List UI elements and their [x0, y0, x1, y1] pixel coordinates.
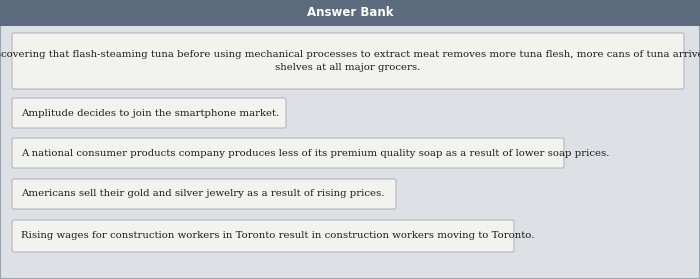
Text: After discovering that flash-steaming tuna before using mechanical processes to : After discovering that flash-steaming tu…: [0, 50, 700, 72]
Text: Answer Bank: Answer Bank: [307, 6, 393, 20]
Text: Amplitude decides to join the smartphone market.: Amplitude decides to join the smartphone…: [21, 109, 279, 117]
FancyBboxPatch shape: [12, 33, 684, 89]
FancyBboxPatch shape: [12, 138, 564, 168]
FancyBboxPatch shape: [12, 220, 514, 252]
FancyBboxPatch shape: [0, 0, 700, 26]
FancyBboxPatch shape: [12, 98, 286, 128]
Text: A national consumer products company produces less of its premium quality soap a: A national consumer products company pro…: [21, 148, 610, 158]
Text: Rising wages for construction workers in Toronto result in construction workers : Rising wages for construction workers in…: [21, 232, 535, 240]
FancyBboxPatch shape: [12, 179, 396, 209]
Text: Americans sell their gold and silver jewelry as a result of rising prices.: Americans sell their gold and silver jew…: [21, 189, 384, 198]
